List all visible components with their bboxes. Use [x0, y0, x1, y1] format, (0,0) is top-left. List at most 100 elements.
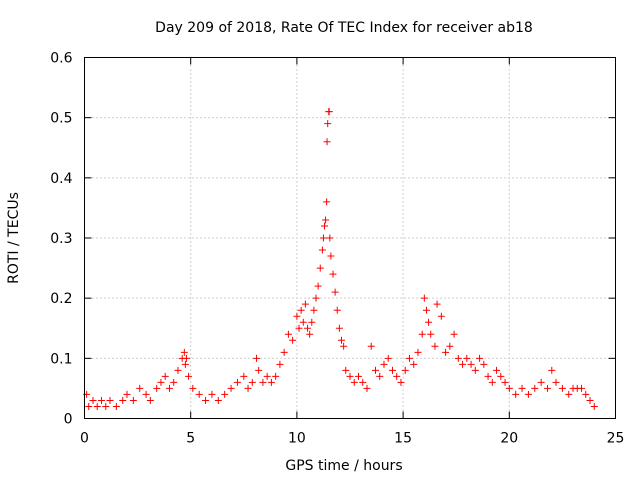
data-point: [106, 396, 114, 404]
data-point: [227, 384, 235, 392]
data-point: [174, 366, 182, 374]
data-point: [442, 348, 450, 356]
data-point: [582, 390, 590, 398]
data-point: [323, 198, 331, 206]
y-tick-label: 0.6: [50, 51, 72, 67]
data-point: [418, 330, 426, 338]
data-point: [322, 216, 330, 224]
data-point: [165, 384, 173, 392]
data-point: [467, 360, 475, 368]
x-tick-label: 25: [607, 431, 625, 447]
data-point: [401, 366, 409, 374]
data-point: [161, 372, 169, 380]
data-point: [208, 390, 216, 398]
y-tick-label: 0: [64, 412, 73, 428]
data-point: [422, 306, 430, 314]
data-point: [182, 354, 190, 362]
data-point: [323, 138, 331, 146]
x-tick-label: 10: [288, 431, 306, 447]
x-tick-label: 0: [80, 431, 89, 447]
data-point: [371, 366, 379, 374]
data-point: [393, 372, 401, 380]
data-point: [380, 360, 388, 368]
data-point: [359, 378, 367, 386]
data-point: [437, 312, 445, 320]
data-point: [289, 336, 297, 344]
data-point: [350, 378, 358, 386]
data-point: [129, 396, 137, 404]
data-point: [548, 366, 556, 374]
data-point: [306, 330, 314, 338]
data-point: [363, 384, 371, 392]
data-point: [185, 372, 193, 380]
data-point: [497, 372, 505, 380]
data-point: [414, 348, 422, 356]
data-point: [420, 294, 428, 302]
data-point: [480, 360, 488, 368]
data-point: [85, 402, 93, 410]
plot-frame: [84, 57, 616, 419]
data-point: [180, 348, 188, 356]
x-tick-label: 5: [186, 431, 195, 447]
data-point: [301, 300, 309, 308]
data-point: [136, 384, 144, 392]
data-point: [142, 390, 150, 398]
data-point: [524, 390, 532, 398]
data-point: [304, 324, 312, 332]
data-point: [316, 264, 324, 272]
data-point: [146, 396, 154, 404]
data-point: [367, 342, 375, 350]
data-point: [325, 108, 333, 116]
data-point: [410, 360, 418, 368]
data-point: [558, 384, 566, 392]
data-point: [544, 384, 552, 392]
data-point: [376, 372, 384, 380]
data-point: [537, 378, 545, 386]
data-point: [431, 342, 439, 350]
data-point: [501, 378, 509, 386]
data-points: [83, 108, 598, 410]
data-point: [384, 354, 392, 362]
data-point: [450, 330, 458, 338]
data-point: [157, 378, 165, 386]
data-point: [427, 330, 435, 338]
data-point: [284, 330, 292, 338]
data-point: [314, 282, 322, 290]
data-point: [189, 384, 197, 392]
data-point: [388, 366, 396, 374]
data-point: [102, 402, 110, 410]
data-point: [463, 354, 471, 362]
data-point: [170, 378, 178, 386]
tick-labels: 0 5 10 15 20 25 0 0.1 0.2 0.3 0.4 0.5 0.6: [50, 51, 624, 447]
chart-title: Day 209 of 2018, Rate Of TEC Index for r…: [155, 20, 533, 36]
data-point: [338, 336, 346, 344]
data-point: [425, 318, 433, 326]
data-point: [324, 120, 332, 128]
data-point: [578, 384, 586, 392]
data-point: [505, 384, 513, 392]
data-point: [340, 342, 348, 350]
data-point: [552, 378, 560, 386]
data-point: [321, 222, 329, 230]
data-point: [119, 396, 127, 404]
data-point: [397, 378, 405, 386]
data-point: [454, 354, 462, 362]
y-tick-label: 0.3: [50, 231, 72, 247]
data-point: [293, 312, 301, 320]
data-point: [181, 360, 189, 368]
data-point: [590, 402, 598, 410]
data-point: [97, 396, 105, 404]
data-point: [327, 252, 335, 260]
data-point: [112, 402, 120, 410]
data-point: [93, 402, 101, 410]
data-point: [89, 396, 97, 404]
data-point: [333, 306, 341, 314]
data-point: [267, 378, 275, 386]
data-point: [531, 384, 539, 392]
data-point: [295, 324, 303, 332]
data-point: [202, 396, 210, 404]
data-point: [476, 354, 484, 362]
data-point: [272, 372, 280, 380]
data-point: [326, 234, 334, 242]
